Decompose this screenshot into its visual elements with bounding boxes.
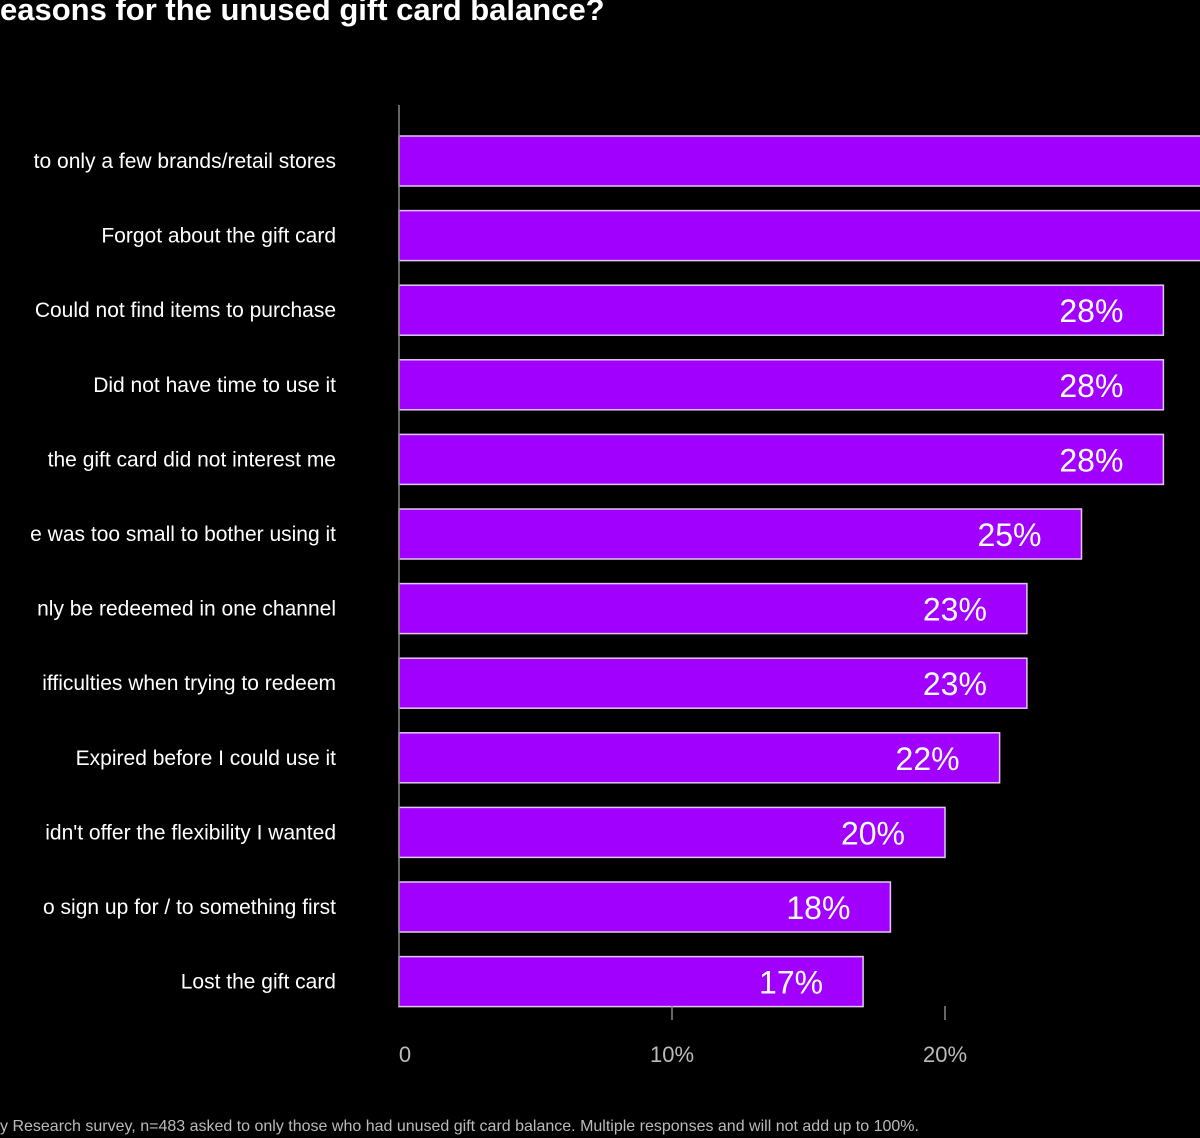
bar <box>398 135 1200 187</box>
category-label: Expired before I could use it <box>76 747 336 770</box>
chart-title: easons for the unused gift card balance? <box>0 0 605 27</box>
category-label: ifficulties when trying to redeem <box>42 672 336 695</box>
bar <box>398 955 864 1008</box>
bar <box>398 359 1165 411</box>
category-label: the gift card did not interest me <box>48 448 336 471</box>
bar <box>398 881 892 933</box>
bar <box>398 582 1028 635</box>
value-label: 22% <box>896 741 960 777</box>
bar <box>398 732 1001 784</box>
value-label: 28% <box>1059 368 1123 404</box>
bar <box>398 284 1165 336</box>
category-label: nly be redeemed in one channel <box>37 598 336 621</box>
bar <box>398 657 1028 709</box>
category-label: o sign up for / to something first <box>43 896 336 919</box>
category-label: Did not have time to use it <box>93 374 336 397</box>
value-label: 25% <box>977 517 1041 553</box>
value-label: 20% <box>841 815 905 851</box>
value-label: 28% <box>1059 442 1123 478</box>
category-label: to only a few brands/retail stores <box>34 150 336 173</box>
value-label: 18% <box>786 890 850 926</box>
bar <box>398 806 946 859</box>
value-label: 23% <box>923 592 987 628</box>
category-label: e was too small to bother using it <box>30 523 336 546</box>
category-label: idn't offer the flexibility I wanted <box>45 821 336 844</box>
bar <box>398 209 1200 262</box>
value-label: 23% <box>923 666 987 702</box>
footnote: y Research survey, n=483 asked to only t… <box>0 1118 919 1135</box>
x-tick-label: 10% <box>650 1042 694 1067</box>
x-tick-label: 20% <box>923 1042 967 1067</box>
bar <box>398 433 1165 486</box>
value-label: 17% <box>759 965 823 1001</box>
category-label: Lost the gift card <box>181 971 336 994</box>
category-label: Forgot about the gift card <box>101 225 336 248</box>
value-label: 28% <box>1059 293 1123 329</box>
bar <box>398 508 1083 560</box>
x-tick-label: 0 <box>399 1042 411 1067</box>
category-label: Could not find items to purchase <box>35 299 336 322</box>
